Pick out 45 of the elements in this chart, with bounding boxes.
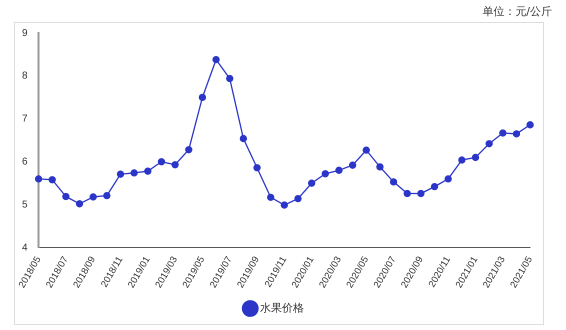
point [362, 146, 370, 154]
y-tick-label: 4 [22, 242, 28, 254]
point [444, 175, 452, 183]
point [458, 156, 466, 164]
point [198, 94, 206, 102]
point [171, 161, 179, 168]
point [526, 121, 534, 128]
point [404, 190, 411, 198]
y-tick-label: 5 [22, 199, 28, 210]
point [430, 182, 438, 190]
point [62, 192, 70, 200]
point [76, 200, 84, 208]
point [144, 168, 152, 175]
point [158, 158, 166, 166]
point [499, 129, 506, 137]
point [335, 166, 343, 174]
point [417, 190, 425, 198]
point [90, 193, 97, 201]
point [212, 56, 220, 64]
point [130, 169, 138, 177]
point [472, 154, 480, 162]
text: 单位：元/公斤 [482, 4, 552, 19]
point [486, 140, 493, 148]
point [308, 180, 316, 187]
y-tick-label: 7 [22, 114, 28, 125]
y-tick-label: 6 [22, 156, 28, 168]
point [322, 170, 329, 178]
point [48, 176, 56, 184]
legend-label: 水果价格 [260, 301, 304, 314]
point [240, 134, 248, 142]
point [253, 164, 261, 172]
point [34, 175, 42, 183]
point [376, 163, 384, 171]
point [185, 146, 192, 154]
point [280, 201, 288, 209]
y-tick-label: 8 [22, 70, 28, 82]
point [348, 162, 356, 169]
point [226, 74, 234, 82]
point [103, 192, 110, 200]
point [267, 194, 274, 202]
point [512, 130, 520, 138]
y-tick-label: 9 [22, 28, 28, 39]
point [390, 178, 398, 186]
point [116, 170, 124, 178]
point [294, 194, 302, 202]
